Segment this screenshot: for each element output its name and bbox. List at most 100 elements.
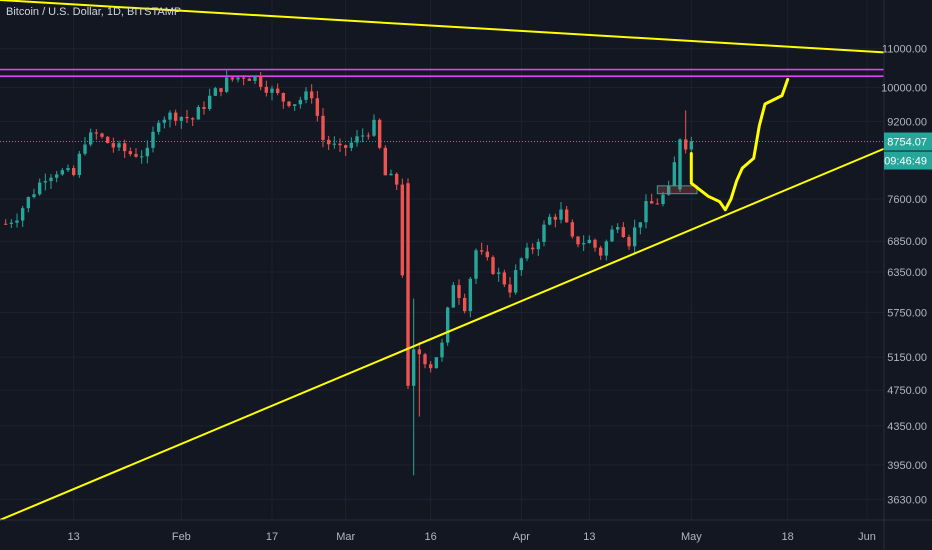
candle-body — [428, 364, 433, 369]
candle-body — [576, 236, 580, 245]
candle-body — [587, 239, 592, 244]
candle-body — [304, 91, 308, 100]
projected-path[interactable] — [689, 77, 790, 212]
candle-body — [3, 223, 8, 225]
candle-body — [423, 354, 427, 365]
y-tick-label: 4750.00 — [887, 385, 927, 397]
candle-body — [389, 173, 393, 176]
x-tick-label: 16 — [425, 531, 437, 543]
candle-body — [128, 151, 133, 155]
last-price-label: 8754.07 — [887, 137, 927, 149]
candle-body — [230, 77, 235, 80]
x-tick-label: Apr — [513, 531, 530, 543]
candle-body — [440, 342, 444, 358]
y-tick-label: 6350.00 — [887, 267, 927, 279]
candle-body — [71, 168, 76, 176]
candle-body — [468, 278, 473, 312]
candle-body — [326, 139, 331, 145]
candle-body — [26, 197, 31, 209]
candle-body — [258, 75, 263, 87]
candle-body — [9, 222, 14, 224]
candle-body — [139, 156, 144, 158]
y-tick-label: 4350.00 — [887, 421, 927, 433]
candle-body — [621, 227, 626, 238]
candle-body — [43, 181, 48, 183]
candle-body — [349, 142, 354, 148]
y-tick-label: 11000.00 — [882, 44, 927, 56]
countdown-label: 09:46:49 — [884, 156, 927, 168]
candle-body — [564, 209, 569, 223]
candle-body — [321, 115, 325, 140]
candle-body — [502, 272, 507, 285]
ascending-trendline[interactable] — [0, 147, 885, 521]
candle-body — [581, 243, 586, 245]
y-tick-label: 6850.00 — [887, 236, 927, 248]
x-tick-label: Jun — [858, 531, 876, 543]
candle-body — [94, 132, 99, 134]
candle-body — [479, 250, 484, 252]
candle-body — [547, 216, 552, 225]
candle-body — [474, 250, 478, 279]
candle-body — [666, 185, 671, 195]
candle-body — [598, 247, 603, 256]
candle-body — [309, 91, 314, 99]
x-tick-label: 18 — [782, 531, 794, 543]
candle-body — [224, 77, 229, 92]
price-axis[interactable] — [884, 0, 932, 550]
x-tick-label: 17 — [266, 531, 278, 543]
candle-body — [372, 119, 376, 136]
candle-body — [60, 170, 65, 175]
candle-body — [553, 216, 558, 220]
candle-body — [360, 135, 365, 137]
candle-body — [683, 139, 688, 150]
descending-trendline[interactable] — [0, 0, 885, 54]
candle-body — [168, 112, 172, 120]
candle-body — [151, 131, 155, 148]
candle-body — [241, 77, 246, 79]
candle-body — [32, 194, 36, 198]
candle-body — [332, 143, 337, 145]
candle-body — [542, 224, 546, 242]
candle-body — [366, 135, 371, 137]
candle-body — [270, 88, 274, 93]
candle-body — [281, 93, 286, 102]
candle-body — [185, 116, 189, 119]
candle-body — [638, 222, 643, 228]
x-tick-label: May — [681, 531, 702, 543]
candle-body — [559, 209, 563, 220]
candle-body — [202, 107, 206, 109]
candle-body — [457, 285, 461, 298]
candle-body — [207, 95, 212, 109]
countdown-tag — [884, 151, 932, 170]
candle-body — [400, 184, 405, 276]
candle-body — [519, 258, 524, 271]
candle-body — [485, 251, 490, 258]
candle-body — [88, 132, 93, 145]
candle-body — [77, 153, 82, 176]
y-tick-label: 5750.00 — [887, 307, 927, 319]
candle-body — [338, 143, 342, 146]
x-tick-label: 13 — [68, 531, 80, 543]
candle-body — [20, 208, 25, 221]
candle-body — [593, 239, 597, 248]
candle-body — [196, 107, 201, 120]
candle-body — [661, 194, 665, 204]
candle-body — [610, 229, 614, 242]
x-tick-label: Mar — [336, 531, 355, 543]
candle-body — [672, 162, 677, 186]
candle-body — [100, 133, 104, 137]
candle-body — [411, 349, 416, 386]
x-tick-label: Feb — [172, 531, 191, 543]
candle-body — [298, 99, 303, 105]
candle-body — [105, 136, 110, 144]
candle-body — [287, 101, 291, 106]
candle-body — [649, 201, 654, 204]
y-tick-label: 9200.00 — [887, 116, 927, 128]
support-box[interactable] — [656, 185, 698, 195]
symbol-title: Bitcoin / U.S. Dollar, 1D, BITSTAMP — [6, 6, 182, 18]
candle-body — [49, 177, 53, 182]
candle-body — [536, 241, 541, 250]
